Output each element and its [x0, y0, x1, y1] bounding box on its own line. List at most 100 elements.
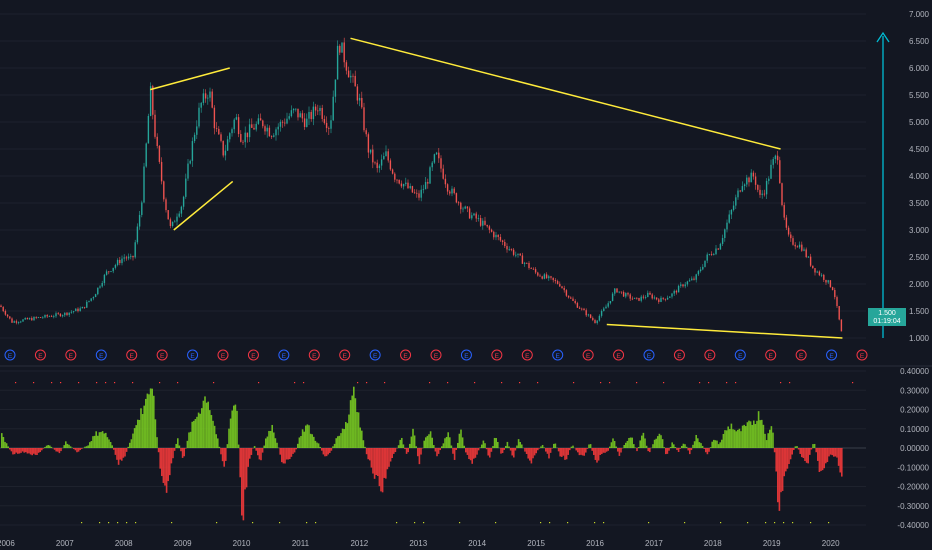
circle-e-icon[interactable]: [643, 349, 655, 361]
event-marker-label: E: [708, 353, 713, 360]
oscillator-bar: [362, 440, 365, 448]
oscillator-bar: [122, 448, 125, 458]
candle-body: [226, 139, 229, 151]
circle-e-icon[interactable]: [156, 349, 168, 361]
circle-e-icon[interactable]: [95, 349, 107, 361]
circle-e-icon[interactable]: [65, 349, 77, 361]
trendline[interactable]: [350, 37, 781, 150]
candle-body: [248, 124, 251, 138]
oscillator-bar: [701, 445, 704, 448]
candle-body: [752, 172, 755, 177]
circle-e-icon[interactable]: [491, 349, 503, 361]
trendline[interactable]: [173, 180, 234, 231]
oscillator-bar: [533, 448, 536, 456]
candle-body: [647, 292, 649, 298]
oscillator-bar: [466, 448, 469, 455]
oscillator-bar: [757, 411, 760, 448]
circle-e-icon[interactable]: [187, 349, 199, 361]
candle-body: [499, 236, 502, 241]
oscillator-bar: [405, 448, 408, 454]
candle-body: [26, 317, 29, 320]
circle-e-icon[interactable]: [613, 349, 625, 361]
candle-body: [539, 275, 541, 277]
time-tick-label: 2007: [56, 539, 74, 548]
trendline[interactable]: [150, 67, 230, 91]
oscillator-bar: [241, 448, 243, 516]
price-tick-label: 3.000: [909, 226, 930, 235]
arrow-up-icon: [876, 31, 890, 338]
oscillator-bar: [685, 446, 688, 448]
oscillator-bar: [225, 448, 227, 461]
candle-body: [702, 266, 704, 270]
oscillator-bar: [829, 448, 832, 455]
oscillator-bar: [197, 412, 200, 448]
circle-e-icon[interactable]: [856, 349, 868, 361]
oscillator-bar: [711, 441, 713, 448]
oscillator-bar: [653, 439, 656, 448]
oscillator-bar: [314, 440, 317, 448]
oscillator-bar: [281, 448, 283, 463]
oscillator-bar: [453, 448, 456, 460]
oscillator-bar: [503, 448, 505, 450]
oscillator-bar: [641, 435, 643, 448]
circle-e-icon[interactable]: [673, 349, 685, 361]
circle-e-icon[interactable]: [34, 349, 46, 361]
candle-body: [72, 311, 75, 312]
oscillator-bar: [397, 445, 400, 448]
circle-e-icon[interactable]: [734, 349, 746, 361]
oscillator-bar: [186, 440, 189, 448]
circle-e-icon[interactable]: [339, 349, 351, 361]
candle-body: [152, 86, 154, 115]
oscillator-bar: [273, 432, 275, 448]
oscillator-bar: [716, 440, 718, 448]
event-marker-label: E: [464, 353, 469, 360]
oscillator-bar: [337, 436, 339, 448]
candle-body: [444, 178, 447, 185]
oscillator-bar: [410, 436, 413, 448]
signal-dot-bottom: [594, 522, 596, 524]
circle-e-icon[interactable]: [217, 349, 229, 361]
oscillator-bar: [380, 448, 382, 492]
signal-dot-bottom: [684, 522, 686, 524]
oscillator-bar: [391, 448, 393, 459]
circle-e-icon[interactable]: [278, 349, 290, 361]
oscillator-bar: [394, 448, 397, 453]
oscillator-bar: [50, 446, 53, 448]
candle-body: [554, 280, 557, 282]
candle-body: [336, 45, 339, 80]
circle-e-icon[interactable]: [400, 349, 412, 361]
circle-e-icon[interactable]: [552, 349, 564, 361]
oscillator-bar: [215, 434, 217, 448]
circle-e-icon[interactable]: [826, 349, 838, 361]
oscillator-bar: [652, 444, 654, 448]
event-marker-label: E: [343, 353, 348, 360]
circle-e-icon[interactable]: [765, 349, 777, 361]
trendline[interactable]: [606, 323, 843, 339]
circle-e-icon[interactable]: [369, 349, 381, 361]
candle-body: [515, 254, 517, 256]
candle-body: [721, 237, 724, 244]
circle-e-icon[interactable]: [704, 349, 716, 361]
circle-e-icon[interactable]: [247, 349, 259, 361]
oscillator-bar: [266, 436, 269, 448]
candle-body: [805, 249, 807, 258]
oscillator-bar: [151, 388, 153, 448]
oscillator-bar: [743, 424, 745, 448]
candle-body: [603, 308, 605, 312]
circle-e-icon[interactable]: [521, 349, 533, 361]
circle-e-icon[interactable]: [460, 349, 472, 361]
candle-body: [435, 152, 438, 155]
oscillator-bar: [306, 424, 309, 448]
time-axis[interactable]: 2006 2007 2008 2009 2010 2011 2012 2013 2014 2015…: [0, 539, 840, 548]
oscillator-bar: [530, 448, 533, 464]
oscillator-bar: [180, 448, 182, 452]
circle-e-icon[interactable]: [795, 349, 807, 361]
circle-e-icon[interactable]: [430, 349, 442, 361]
candle-body: [765, 180, 768, 195]
circle-e-icon[interactable]: [4, 349, 16, 361]
circle-e-icon[interactable]: [582, 349, 594, 361]
circle-e-icon[interactable]: [126, 349, 138, 361]
circle-e-icon[interactable]: [308, 349, 320, 361]
oscillator-bar: [825, 448, 827, 464]
